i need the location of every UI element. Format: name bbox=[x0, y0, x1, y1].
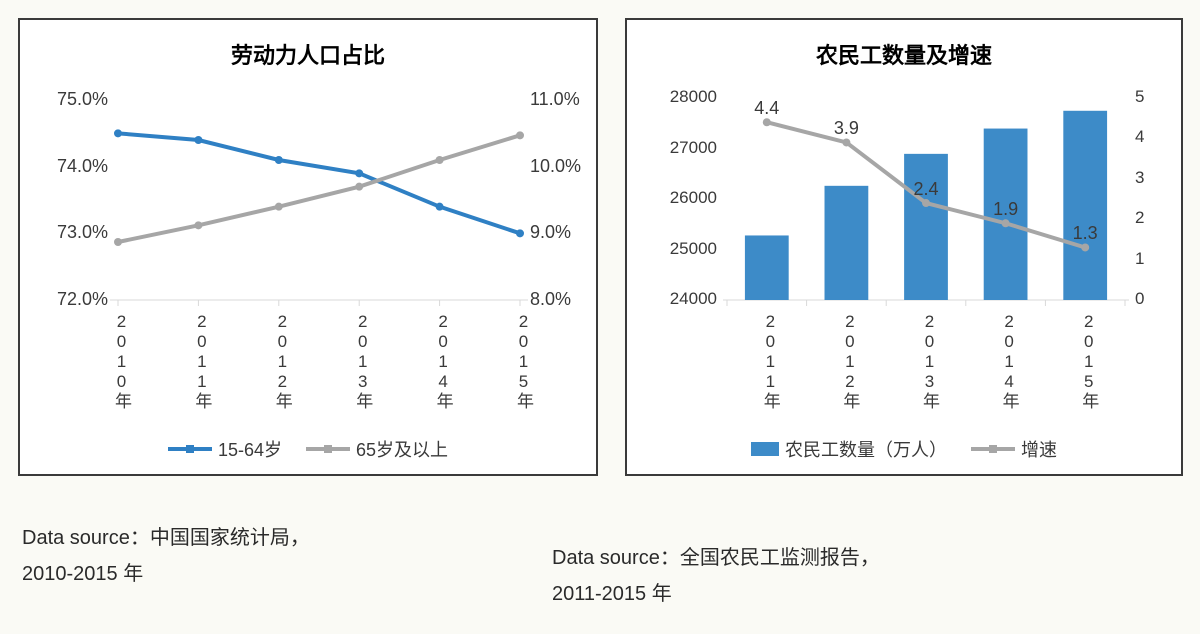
legend-item: 15-64岁 bbox=[168, 436, 282, 462]
legend-label: 增速 bbox=[1021, 436, 1057, 462]
x-tick: 2010年 bbox=[109, 312, 134, 410]
legend-item: 增速 bbox=[971, 436, 1057, 462]
y-right-tick: 3 bbox=[1135, 168, 1144, 188]
legend-swatch-line bbox=[971, 447, 1015, 451]
y-right-tick: 1 bbox=[1135, 249, 1144, 269]
x-tick: 2013年 bbox=[350, 312, 375, 410]
x-tick: 2012年 bbox=[837, 312, 862, 410]
y-left-tick: 25000 bbox=[637, 239, 717, 259]
y-right-tick: 11.0% bbox=[530, 89, 580, 110]
x-tick: 2015年 bbox=[1076, 312, 1101, 410]
y-left-tick: 75.0% bbox=[28, 89, 108, 110]
chart-legend-right: 农民工数量（万人） 增速 bbox=[627, 436, 1181, 462]
chart-panel-right: 农民工数量及增速 2400025000260002700028000012345… bbox=[625, 18, 1183, 476]
data-label: 3.9 bbox=[834, 118, 859, 139]
data-label: 1.3 bbox=[1073, 223, 1098, 244]
chart-legend-left: 15-64岁 65岁及以上 bbox=[20, 436, 596, 462]
source-left-line1: Data source：中国国家统计局， bbox=[22, 527, 310, 549]
x-tick: 2014年 bbox=[431, 312, 456, 410]
y-right-tick: 2 bbox=[1135, 208, 1144, 228]
y-left-tick: 73.0% bbox=[28, 222, 108, 243]
x-tick: 2011年 bbox=[189, 312, 214, 410]
data-label: 4.4 bbox=[754, 98, 779, 119]
y-right-tick: 10.0% bbox=[530, 156, 581, 177]
data-label: 2.4 bbox=[913, 179, 938, 200]
y-right-tick: 0 bbox=[1135, 289, 1144, 309]
legend-item: 65岁及以上 bbox=[306, 436, 448, 462]
data-label: 1.9 bbox=[993, 199, 1018, 220]
legend-swatch-line bbox=[306, 447, 350, 451]
y-left-tick: 27000 bbox=[637, 138, 717, 158]
source-right-line2: 2011-2015 年 bbox=[552, 583, 672, 605]
legend-label: 65岁及以上 bbox=[356, 436, 448, 462]
chart-panel-left: 劳动力人口占比 72.0%73.0%74.0%75.0%8.0%9.0%10.0… bbox=[18, 18, 598, 476]
y-right-tick: 8.0% bbox=[530, 289, 571, 310]
y-left-tick: 28000 bbox=[637, 87, 717, 107]
y-left-tick: 26000 bbox=[637, 188, 717, 208]
y-right-tick: 4 bbox=[1135, 127, 1144, 147]
x-tick: 2011年 bbox=[758, 312, 783, 410]
legend-item: 农民工数量（万人） bbox=[751, 436, 947, 462]
legend-swatch-bar bbox=[751, 442, 779, 456]
source-right: Data source：全国农民工监测报告， 2011-2015 年 bbox=[552, 540, 880, 612]
x-tick: 2015年 bbox=[511, 312, 536, 410]
legend-label: 15-64岁 bbox=[218, 436, 282, 462]
source-left-line2: 2010-2015 年 bbox=[22, 563, 143, 585]
y-right-tick: 5 bbox=[1135, 87, 1144, 107]
y-left-tick: 24000 bbox=[637, 289, 717, 309]
source-right-line1: Data source：全国农民工监测报告， bbox=[552, 547, 880, 569]
legend-label: 农民工数量（万人） bbox=[785, 436, 947, 462]
y-left-tick: 72.0% bbox=[28, 289, 108, 310]
x-tick: 2013年 bbox=[917, 312, 942, 410]
x-tick: 2014年 bbox=[997, 312, 1022, 410]
legend-swatch-line bbox=[168, 447, 212, 451]
y-right-tick: 9.0% bbox=[530, 222, 571, 243]
y-left-tick: 74.0% bbox=[28, 156, 108, 177]
source-left: Data source：中国国家统计局， 2010-2015 年 bbox=[22, 520, 310, 592]
x-tick: 2012年 bbox=[270, 312, 295, 410]
